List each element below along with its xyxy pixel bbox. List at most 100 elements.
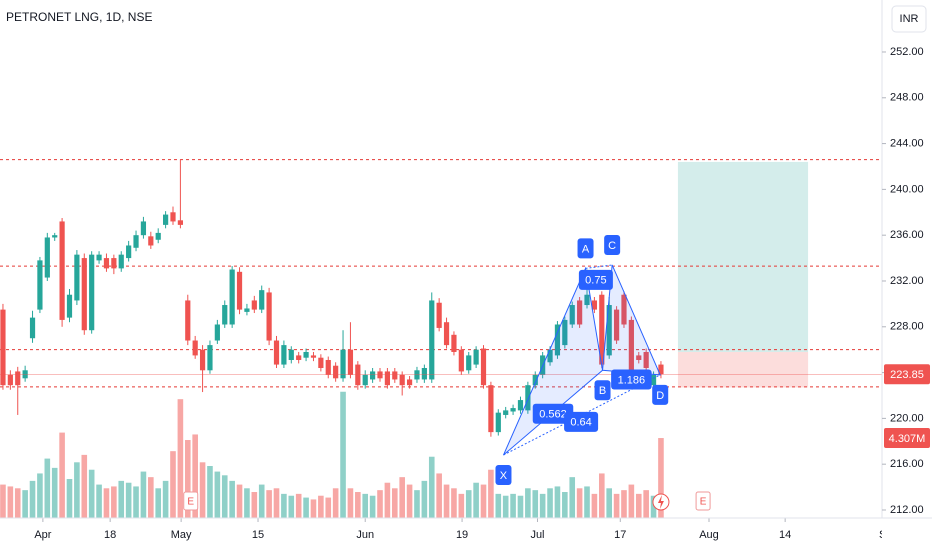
- volume-bar: [148, 477, 154, 518]
- volume-tag-label: 4.307M: [889, 433, 926, 445]
- volume-bar: [369, 495, 376, 518]
- volume-bar: [170, 451, 176, 518]
- candle-body: [126, 245, 132, 259]
- candle-body: [392, 371, 398, 380]
- candle-body: [96, 254, 102, 261]
- y-tick-label: 244.00: [890, 137, 924, 149]
- volume-bar: [111, 486, 117, 518]
- plot: Apr18May15Jun19Jul17Aug14SeXABCD0.750.56…: [0, 159, 892, 541]
- y-tick-label: 240.00: [890, 183, 924, 195]
- y-tick-label: 228.00: [890, 321, 924, 333]
- x-tick-label: Aug: [699, 529, 719, 541]
- chart-title: PETRONET LNG, 1D, NSE: [6, 10, 152, 24]
- volume-bar: [569, 477, 576, 518]
- volume-bar: [391, 488, 398, 518]
- candle-body: [222, 305, 228, 325]
- pattern-point-box: [594, 380, 611, 401]
- pattern-point-label: C: [608, 240, 616, 252]
- candle-body: [525, 385, 531, 411]
- volume-bar: [318, 495, 324, 518]
- volume-bar: [539, 493, 546, 518]
- volume-bar: [428, 456, 435, 518]
- volume-bar: [51, 467, 58, 518]
- candle-body: [347, 349, 354, 375]
- y-tick-label: 212.00: [890, 504, 924, 516]
- candle-body: [66, 294, 73, 318]
- ratio-box: [564, 411, 599, 432]
- candle-body: [628, 319, 634, 371]
- volume-bar: [251, 492, 258, 518]
- volume-bar: [584, 486, 590, 518]
- volume-bar: [554, 486, 561, 518]
- volume-bar: [643, 490, 649, 518]
- volume-bar: [155, 488, 162, 518]
- volume-bar: [44, 458, 51, 518]
- candle-body: [170, 212, 176, 222]
- volume-bar: [443, 484, 450, 518]
- volume-bar: [22, 490, 28, 518]
- candle-body: [510, 408, 516, 412]
- candle-body: [473, 349, 479, 365]
- currency-label[interactable]: INR: [900, 13, 919, 25]
- x-tick-label: Jun: [356, 529, 374, 541]
- candle-body: [207, 345, 213, 371]
- volume-bar: [606, 488, 612, 518]
- candle-body: [266, 292, 272, 341]
- volume-bar: [37, 473, 43, 518]
- price-tag-label: 223.85: [890, 369, 924, 381]
- volume-bar: [59, 432, 65, 518]
- candle-body: [547, 349, 553, 363]
- candle-body: [414, 370, 420, 380]
- candle-body: [340, 349, 346, 379]
- candle-body: [517, 400, 524, 411]
- candle-body: [163, 214, 169, 225]
- candle-body: [148, 236, 154, 246]
- volume-bar: [347, 488, 354, 518]
- volume-bar: [340, 391, 346, 518]
- volume-bar: [384, 482, 391, 518]
- candle-body: [643, 351, 649, 369]
- ratio-box: [532, 403, 574, 424]
- candle-body: [103, 258, 110, 269]
- candle-body: [429, 300, 435, 380]
- volume-bar: [362, 493, 369, 518]
- candle-body: [621, 294, 627, 325]
- volume-bar: [162, 480, 169, 518]
- currency-button[interactable]: [891, 5, 927, 33]
- stop-zone: [677, 351, 809, 388]
- candle-body: [443, 322, 450, 346]
- volume-bar: [599, 473, 605, 518]
- volume-bar: [355, 492, 361, 518]
- candle-body: [111, 258, 117, 269]
- candle-body: [37, 260, 43, 310]
- volume-bar: [488, 469, 494, 518]
- candle-body: [421, 368, 427, 380]
- candle-body: [406, 379, 413, 386]
- candle-body: [480, 348, 487, 386]
- volume-bar: [480, 484, 487, 518]
- pattern-point-box: [652, 384, 669, 405]
- ratio-label: 0.562: [539, 409, 567, 421]
- y-tick-label: 236.00: [890, 229, 924, 241]
- volume-bar: [273, 488, 280, 518]
- volume-bar: [221, 475, 228, 518]
- volume-bar: [421, 480, 428, 518]
- candle-body: [399, 374, 405, 386]
- candle-body: [29, 317, 36, 339]
- volume-bar: [0, 484, 6, 518]
- volume-bar: [118, 480, 125, 518]
- candle-body: [384, 371, 390, 386]
- volume-bar: [465, 490, 472, 518]
- candle-body: [636, 355, 642, 360]
- candle-body: [192, 340, 198, 356]
- pattern-point-label: D: [656, 390, 664, 402]
- candle-body: [436, 302, 442, 328]
- candle-body: [377, 371, 383, 379]
- volume-bar: [458, 493, 465, 518]
- volume-bar: [591, 493, 598, 518]
- x-tick-label: 15: [252, 529, 264, 541]
- x-tick-label: 18: [104, 529, 116, 541]
- ratio-label: 0.64: [570, 417, 591, 429]
- volume-bar: [96, 484, 102, 518]
- volume-bar: [451, 488, 457, 518]
